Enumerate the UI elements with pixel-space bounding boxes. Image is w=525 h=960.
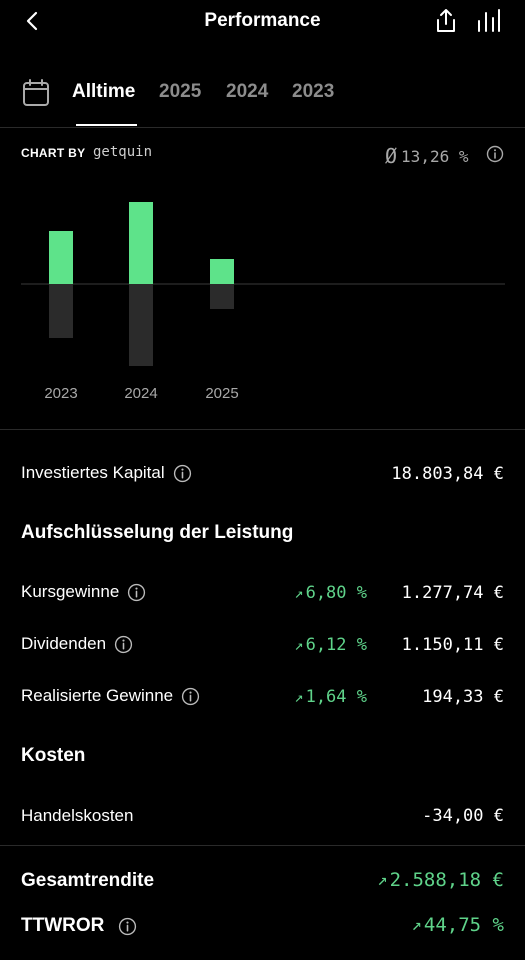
dividends-pct-value: 6,12 % (305, 635, 367, 655)
chart-brand: getquin (93, 144, 153, 160)
breakdown-title: Aufschlüsselung der Leistung (21, 522, 294, 543)
average-info-button[interactable] (486, 145, 504, 163)
info-icon[interactable] (114, 635, 133, 654)
calendar-icon (23, 79, 49, 106)
price-gains-value: 1.277,74 € (401, 583, 504, 603)
realized-gains-value: 194,33 € (422, 687, 504, 707)
x-tick-label: 2024 (124, 385, 157, 402)
info-icon[interactable] (181, 687, 200, 706)
dividends-label: Dividenden (21, 634, 107, 653)
dividends-pct: ↗ 6,12 % (295, 635, 367, 655)
tab-2025[interactable]: 2025 (159, 81, 202, 102)
average-return: Ø 13,26 % (385, 144, 468, 168)
total-return: ↗ 2.588,18 € (377, 869, 504, 891)
list-item: Realisierte Gewinne (21, 686, 200, 706)
realized-gains-pct-value: 1,64 % (305, 687, 367, 707)
tab-alltime[interactable]: Alltime (72, 81, 136, 102)
info-icon[interactable] (127, 583, 146, 602)
trading-costs-label: Handelskosten (21, 806, 134, 825)
ttwror-value: 44,75 % (423, 914, 504, 936)
total-return-label: Gesamtrendite (21, 870, 155, 891)
chevron-left-icon (26, 11, 38, 31)
tab-2024[interactable]: 2024 (226, 81, 269, 102)
chart-by-label: CHART BY (21, 146, 86, 160)
bar-negative-2025[interactable] (210, 284, 234, 309)
x-tick-label: 2025 (205, 385, 238, 402)
realized-gains-label: Realisierte Gewinne (21, 686, 174, 705)
active-tab-indicator (76, 124, 137, 126)
info-icon (486, 145, 504, 163)
trend-up-icon: ↗ (294, 688, 304, 706)
chart-options-button[interactable] (474, 7, 502, 35)
tab-2023[interactable]: 2023 (292, 81, 335, 102)
period-tabs: Alltime 2025 2024 2023 (0, 72, 525, 128)
invested-capital-value: 18.803,84 € (391, 464, 504, 484)
trend-up-icon: ↗ (411, 915, 422, 935)
trend-up-icon: ↗ (294, 584, 304, 602)
bar-chart-icon (478, 9, 500, 32)
x-tick-label: 2023 (44, 385, 77, 402)
divider (0, 429, 525, 430)
bar-positive-2023[interactable] (49, 231, 73, 284)
top-bar: Performance (0, 0, 525, 44)
list-item: Dividenden (21, 634, 133, 654)
dividends-value: 1.150,11 € (401, 635, 504, 655)
price-gains-pct: ↗ 6,80 % (295, 583, 367, 603)
ttwror-row: TTWROR (21, 915, 137, 937)
list-item: Kursgewinne (21, 582, 146, 602)
share-button[interactable] (432, 7, 460, 35)
divider (0, 845, 525, 846)
invested-capital-text: Investiertes Kapital (21, 463, 165, 482)
invested-capital-label: Investiertes Kapital (21, 463, 192, 483)
share-icon (437, 9, 455, 32)
total-return-value: 2.588,18 € (389, 869, 504, 891)
bar-positive-2024[interactable] (129, 202, 153, 284)
price-gains-pct-value: 6,80 % (305, 583, 367, 603)
trading-costs-value: -34,00 € (422, 806, 504, 826)
info-icon[interactable] (173, 464, 192, 483)
calendar-button[interactable] (21, 78, 51, 108)
bar-positive-2025[interactable] (210, 259, 234, 284)
price-gains-label: Kursgewinne (21, 582, 120, 601)
average-value: 13,26 % (401, 146, 469, 166)
divider (0, 127, 525, 128)
bar-negative-2024[interactable] (129, 284, 153, 366)
ttwror-label: TTWROR (21, 915, 105, 936)
trend-up-icon: ↗ (294, 636, 304, 654)
average-symbol: Ø (385, 144, 398, 168)
realized-gains-pct: ↗ 1,64 % (295, 687, 367, 707)
page-title: Performance (204, 10, 321, 31)
info-icon[interactable] (118, 917, 137, 936)
ttwror: ↗ 44,75 % (412, 914, 504, 936)
performance-chart: 2023 2024 2025 (21, 202, 505, 402)
bar-negative-2023[interactable] (49, 284, 73, 338)
costs-title: Kosten (21, 745, 86, 766)
trend-up-icon: ↗ (377, 870, 388, 890)
back-button[interactable] (20, 9, 44, 33)
